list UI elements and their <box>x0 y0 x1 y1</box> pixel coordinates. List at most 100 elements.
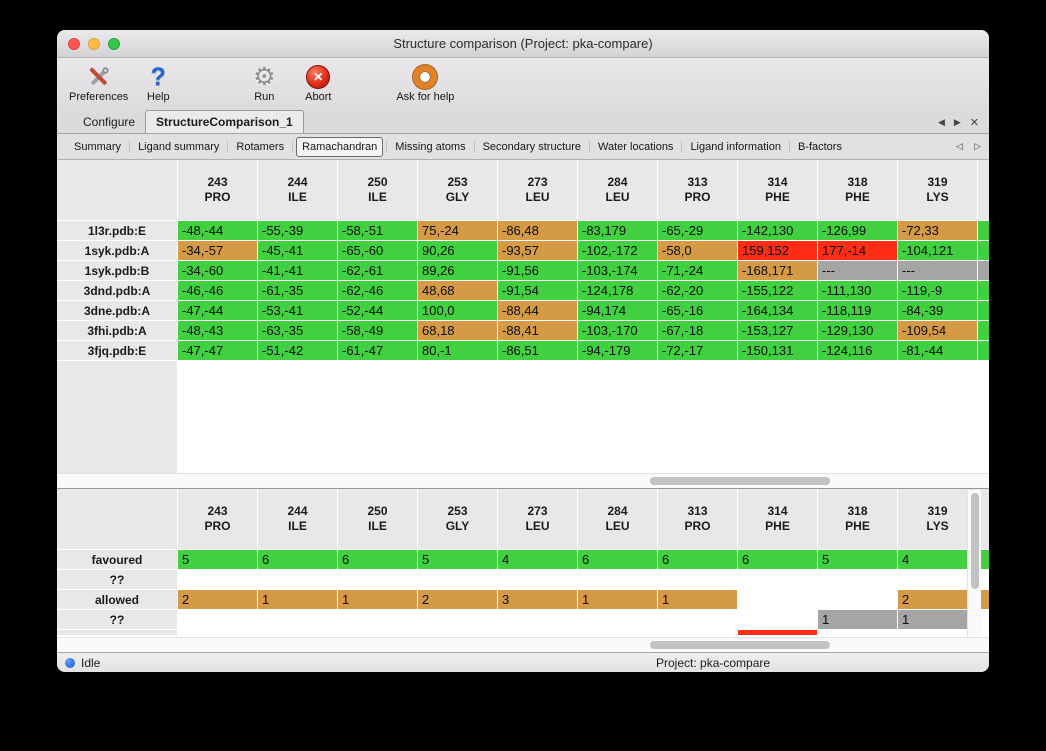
data-cell[interactable] <box>498 630 577 635</box>
data-cell[interactable] <box>498 570 577 589</box>
data-cell[interactable]: -124,116 <box>818 341 897 360</box>
data-cell[interactable]: -129,130 <box>818 321 897 340</box>
subtab-ramachandran[interactable]: Ramachandran <box>296 136 384 157</box>
tab-scroll-right-icon[interactable]: ▶ <box>953 117 961 127</box>
data-cell[interactable]: -72,33 <box>898 221 977 240</box>
data-cell[interactable]: 1 <box>338 590 417 609</box>
data-cell[interactable]: 1 <box>898 610 977 629</box>
data-cell[interactable]: -124,178 <box>578 281 657 300</box>
data-cell[interactable] <box>818 570 897 589</box>
data-cell[interactable]: 159,152 <box>738 241 817 260</box>
minimize-button[interactable] <box>88 37 100 50</box>
data-cell[interactable]: -47,-47 <box>178 341 257 360</box>
data-cell[interactable]: 89,26 <box>418 261 497 280</box>
data-cell[interactable]: -91,56 <box>498 261 577 280</box>
data-cell[interactable] <box>578 630 657 635</box>
run-button[interactable]: ⚙ Run <box>238 63 290 103</box>
tab-scroll-left-icon[interactable]: ◀ <box>937 117 945 127</box>
data-cell[interactable] <box>738 570 817 589</box>
data-cell[interactable]: -45,-41 <box>258 241 337 260</box>
data-cell[interactable]: -72,-17 <box>658 341 737 360</box>
data-cell[interactable]: -65,-60 <box>338 241 417 260</box>
data-cell[interactable]: 75,-24 <box>418 221 497 240</box>
data-cell[interactable]: 6 <box>338 550 417 569</box>
data-cell[interactable]: --- <box>818 261 897 280</box>
data-cell[interactable]: 2 <box>178 590 257 609</box>
data-cell[interactable]: 68,18 <box>418 321 497 340</box>
data-cell[interactable]: -53,-41 <box>258 301 337 320</box>
data-cell[interactable]: -58,0 <box>658 241 737 260</box>
data-cell[interactable]: 6 <box>258 550 337 569</box>
data-cell[interactable]: -41,-41 <box>258 261 337 280</box>
data-cell[interactable]: -67,-18 <box>658 321 737 340</box>
data-cell[interactable]: -81,-44 <box>898 341 977 360</box>
data-cell[interactable]: 5 <box>178 550 257 569</box>
data-cell[interactable]: -58,-51 <box>338 221 417 240</box>
data-cell[interactable]: -55,-39 <box>258 221 337 240</box>
data-cell[interactable]: 100,0 <box>418 301 497 320</box>
ask-for-help-button[interactable]: Ask for help <box>396 63 454 103</box>
data-cell[interactable] <box>338 570 417 589</box>
tab-structurecomparison-1[interactable]: StructureComparison_1 <box>145 110 304 133</box>
data-cell[interactable] <box>898 630 977 635</box>
data-cell[interactable]: -47,-44 <box>178 301 257 320</box>
top-horizontal-scrollbar-thumb[interactable] <box>650 477 830 485</box>
data-cell[interactable]: --- <box>898 261 977 280</box>
bottom-horizontal-scrollbar[interactable] <box>57 637 989 652</box>
subtab-secondary-structure[interactable]: Secondary structure <box>482 140 582 153</box>
data-cell[interactable]: 6 <box>738 550 817 569</box>
subtab-ligand-summary[interactable]: Ligand summary <box>138 140 220 153</box>
data-cell[interactable] <box>178 570 257 589</box>
bottom-horizontal-scrollbar-thumb[interactable] <box>650 641 830 649</box>
data-cell[interactable]: -88,41 <box>498 321 577 340</box>
bottom-vertical-scrollbar[interactable] <box>967 490 981 636</box>
zoom-button[interactable] <box>108 37 120 50</box>
subtab-scroll-right-icon[interactable]: ▷ <box>974 141 981 151</box>
data-cell[interactable] <box>418 570 497 589</box>
data-cell[interactable]: -91,54 <box>498 281 577 300</box>
data-cell[interactable] <box>258 610 337 629</box>
data-cell[interactable] <box>178 610 257 629</box>
subtab-summary[interactable]: Summary <box>74 140 122 153</box>
data-cell[interactable]: -168,171 <box>738 261 817 280</box>
data-cell[interactable] <box>418 610 497 629</box>
data-cell[interactable]: -51,-42 <box>258 341 337 360</box>
data-cell[interactable]: 1 <box>258 590 337 609</box>
subtab-ligand-information[interactable]: Ligand information <box>690 140 781 153</box>
data-cell[interactable]: -153,127 <box>738 321 817 340</box>
data-cell[interactable] <box>658 630 737 635</box>
data-cell[interactable]: 5 <box>818 550 897 569</box>
data-cell[interactable] <box>498 610 577 629</box>
data-cell[interactable]: -103,-174 <box>578 261 657 280</box>
data-cell[interactable]: -65,-29 <box>658 221 737 240</box>
data-cell[interactable]: -63,-35 <box>258 321 337 340</box>
tab-configure[interactable]: Configure <box>83 115 136 129</box>
data-cell[interactable] <box>738 590 817 609</box>
data-cell[interactable]: -102,-172 <box>578 241 657 260</box>
data-cell[interactable]: 177,-14 <box>818 241 897 260</box>
data-cell[interactable]: -119,-9 <box>898 281 977 300</box>
data-cell[interactable]: 2 <box>418 590 497 609</box>
data-cell[interactable]: 48,68 <box>418 281 497 300</box>
data-cell[interactable]: -109,54 <box>898 321 977 340</box>
data-cell[interactable]: -155,122 <box>738 281 817 300</box>
data-cell[interactable] <box>578 610 657 629</box>
data-cell[interactable]: 1 <box>578 590 657 609</box>
data-cell[interactable]: 80,-1 <box>418 341 497 360</box>
data-cell[interactable] <box>738 630 817 635</box>
data-cell[interactable]: -52,-44 <box>338 301 417 320</box>
data-cell[interactable]: 90,26 <box>418 241 497 260</box>
bottom-vertical-scrollbar-thumb[interactable] <box>970 493 979 589</box>
data-cell[interactable]: -164,134 <box>738 301 817 320</box>
data-cell[interactable]: -62,-20 <box>658 281 737 300</box>
data-cell[interactable]: -88,44 <box>498 301 577 320</box>
data-cell[interactable]: -58,-49 <box>338 321 417 340</box>
data-cell[interactable] <box>818 630 897 635</box>
data-cell[interactable]: 6 <box>578 550 657 569</box>
data-cell[interactable]: -104,121 <box>898 241 977 260</box>
data-cell[interactable] <box>418 630 497 635</box>
data-cell[interactable]: -83,179 <box>578 221 657 240</box>
data-cell[interactable] <box>818 590 897 609</box>
abort-button[interactable]: ✕ Abort <box>292 63 344 103</box>
data-cell[interactable]: -94,-179 <box>578 341 657 360</box>
